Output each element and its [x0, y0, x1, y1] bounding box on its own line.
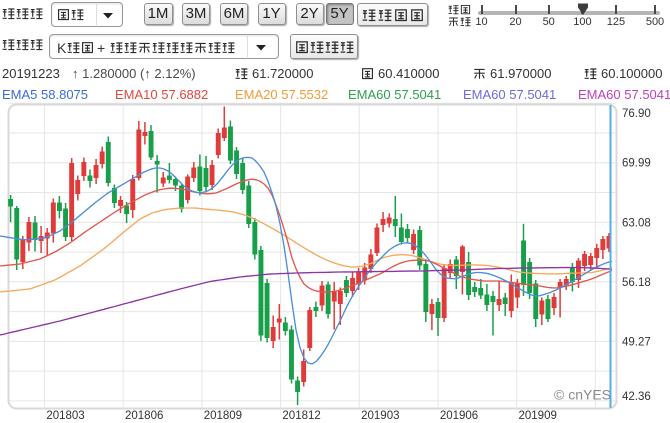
svg-text:201903: 201903: [361, 410, 399, 422]
svg-text:49.27: 49.27: [622, 336, 651, 348]
svg-text:69.99: 69.99: [622, 158, 651, 170]
svg-text:201812: 201812: [282, 410, 320, 422]
svg-text:© cnYES: © cnYES: [554, 387, 611, 403]
svg-text:63.08: 63.08: [622, 217, 651, 229]
svg-text:201803: 201803: [46, 410, 84, 422]
svg-text:76.90: 76.90: [622, 108, 651, 120]
svg-text:42.36: 42.36: [622, 391, 651, 403]
svg-text:201906: 201906: [440, 410, 478, 422]
svg-text:201806: 201806: [125, 410, 163, 422]
svg-text:201909: 201909: [519, 410, 557, 422]
svg-text:56.18: 56.18: [622, 277, 651, 289]
svg-text:201809: 201809: [204, 410, 242, 422]
